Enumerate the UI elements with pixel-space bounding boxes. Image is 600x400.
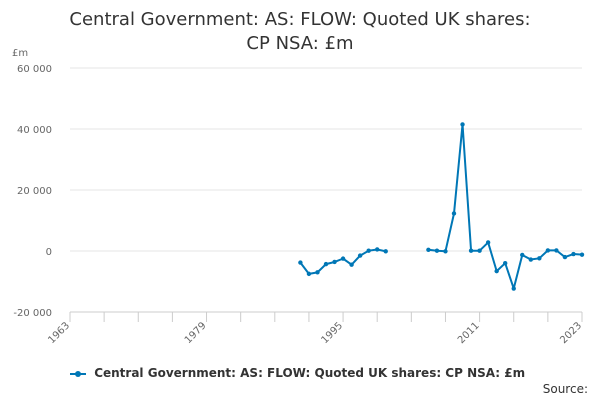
y-tick-label: 0 <box>46 247 52 258</box>
y-tick-label: 60 000 <box>17 64 52 75</box>
data-point <box>323 261 329 267</box>
data-point <box>298 260 303 265</box>
series-layer <box>298 122 585 291</box>
data-point <box>537 256 542 261</box>
data-point <box>375 247 380 252</box>
y-tick-label: 20 000 <box>17 186 52 197</box>
data-point <box>511 286 516 291</box>
legend-label: Central Government: AS: FLOW: Quoted UK … <box>94 366 526 380</box>
data-point <box>426 247 431 252</box>
axis-layer: -20 000 0 20 000 40 000 60 000 1963 1979 1995 20… <box>13 64 584 346</box>
data-point <box>477 248 482 253</box>
data-point <box>528 257 533 262</box>
grid-layer <box>70 67 582 313</box>
x-tick-label: 1995 <box>319 320 345 346</box>
x-tick-label: 1963 <box>46 320 72 346</box>
data-point <box>520 252 525 258</box>
data-point <box>366 248 371 253</box>
data-point <box>468 248 474 253</box>
data-point <box>460 122 465 127</box>
data-point <box>340 256 346 261</box>
legend-swatch <box>70 369 86 379</box>
data-point <box>434 248 440 253</box>
series-line <box>299 248 386 275</box>
source-label: Source: <box>542 382 588 396</box>
data-point <box>383 249 388 254</box>
data-point <box>443 249 448 254</box>
x-tick-label: 2023 <box>558 320 584 346</box>
data-point <box>579 252 585 257</box>
chart-title: Central Government: AS: FLOW: Quoted UK … <box>0 8 600 56</box>
y-axis-unit-label: £m <box>12 48 28 59</box>
y-tick-label: 40 000 <box>17 125 52 136</box>
data-point <box>357 253 363 258</box>
data-point <box>451 211 457 216</box>
data-point <box>494 268 499 274</box>
data-point <box>503 261 508 266</box>
data-point <box>485 240 491 245</box>
data-point <box>332 259 337 265</box>
data-point <box>562 254 568 260</box>
x-tick-label: 2011 <box>456 320 482 346</box>
x-tick-label: 1979 <box>183 320 209 346</box>
legend[interactable]: Central Government: AS: FLOW: Quoted UK … <box>70 366 525 380</box>
y-tick-label: -20 000 <box>13 308 52 319</box>
data-point <box>315 270 320 275</box>
data-point <box>349 262 354 267</box>
data-point <box>554 248 559 253</box>
data-point <box>306 271 312 277</box>
legend-swatch-marker <box>75 370 81 377</box>
data-point <box>545 248 551 253</box>
chart-title-text: Central Government: AS: FLOW: Quoted UK … <box>69 9 531 54</box>
data-point <box>571 251 576 257</box>
